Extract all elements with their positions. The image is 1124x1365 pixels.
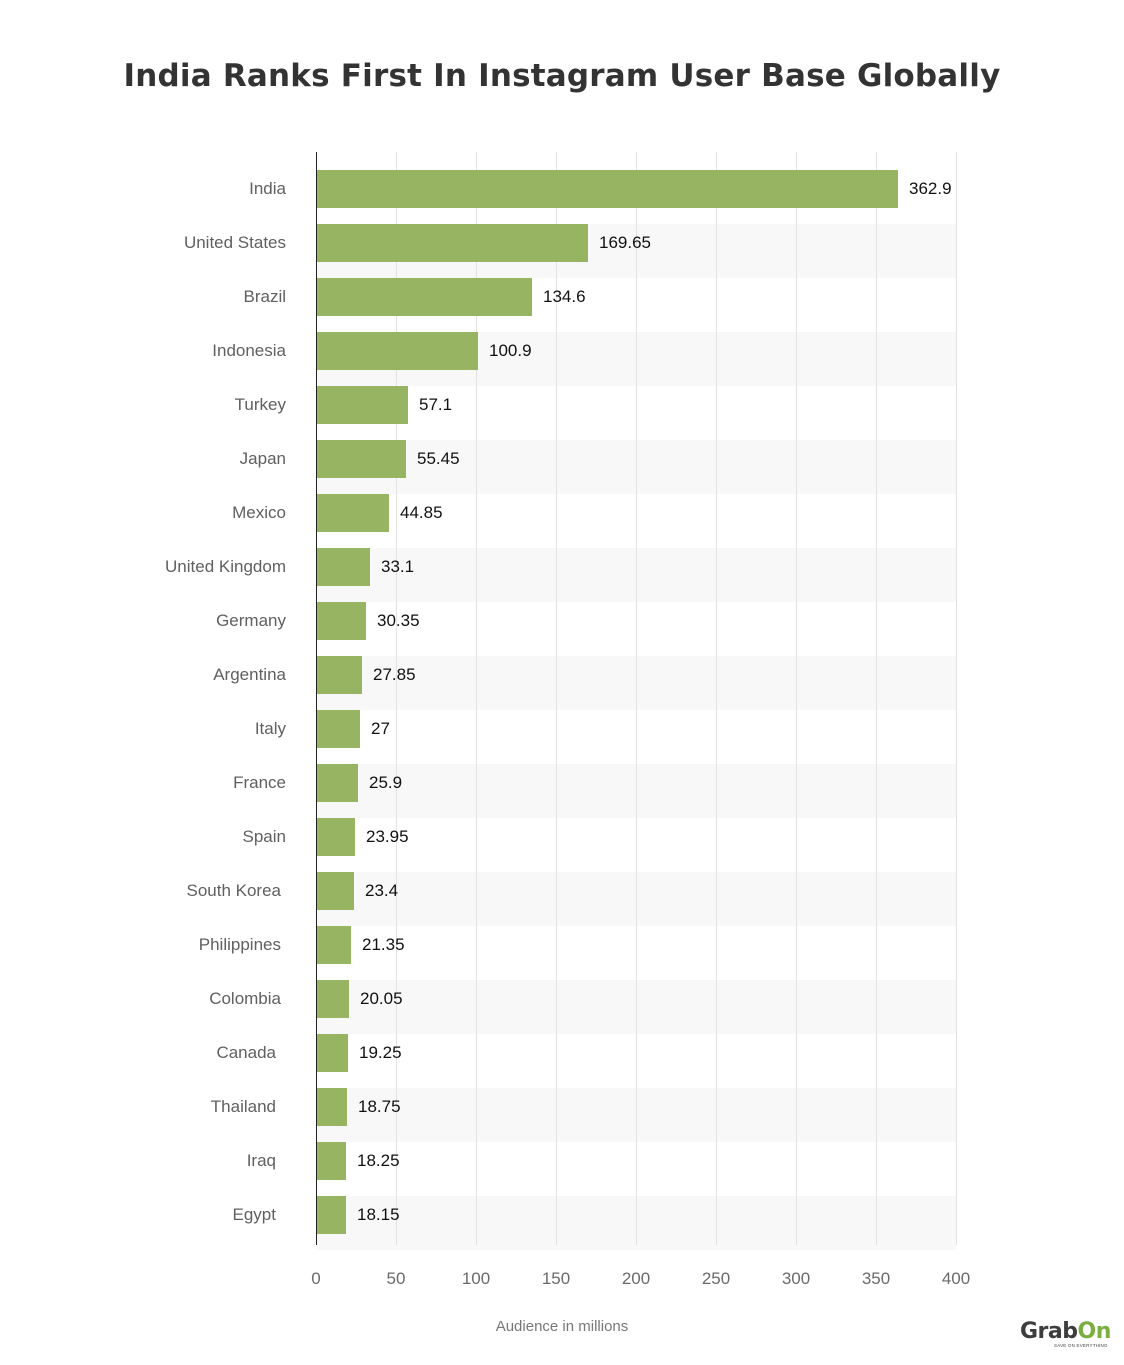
data-label: 100.9 — [489, 341, 532, 360]
gridline — [796, 152, 797, 1245]
logo-text-on: On — [1077, 1319, 1112, 1344]
data-label: 23.95 — [366, 827, 409, 846]
x-tick-label: 250 — [701, 1269, 731, 1288]
category-label: Indonesia — [212, 341, 286, 360]
category-label: United Kingdom — [165, 557, 286, 576]
gridline — [876, 152, 877, 1245]
category-label: Argentina — [213, 665, 286, 684]
bar[interactable] — [317, 440, 406, 478]
bar[interactable] — [317, 980, 349, 1018]
category-label: India — [249, 179, 286, 198]
data-label: 33.1 — [381, 557, 415, 576]
category-label: Spain — [242, 827, 286, 846]
bar[interactable] — [317, 548, 370, 586]
data-label: 19.25 — [359, 1043, 402, 1062]
data-label: 44.85 — [400, 503, 443, 522]
data-label: 30.35 — [377, 611, 420, 630]
x-tick-label: 400 — [941, 1269, 971, 1288]
gridline — [716, 152, 717, 1245]
bar[interactable] — [317, 1142, 346, 1180]
bar[interactable] — [317, 602, 366, 640]
x-tick-label: 150 — [541, 1269, 571, 1288]
data-label: 18.15 — [357, 1205, 400, 1224]
gridline — [636, 152, 637, 1245]
x-tick-label: 350 — [861, 1269, 891, 1288]
category-label: Colombia — [209, 989, 281, 1008]
data-label: 18.25 — [357, 1151, 400, 1170]
category-label: Japan — [239, 449, 286, 468]
bar[interactable] — [317, 278, 532, 316]
data-label: 21.35 — [362, 935, 405, 954]
category-label: Turkey — [234, 395, 286, 414]
category-label: Brazil — [243, 287, 286, 306]
bar[interactable] — [317, 386, 408, 424]
bar[interactable] — [317, 1196, 346, 1234]
plot-area: 362.9 169.65 134.6 100.9 57.1 55.45 44.85 33.1 3… — [316, 152, 957, 1250]
bar[interactable] — [317, 332, 478, 370]
x-tick-label: 300 — [781, 1269, 811, 1288]
data-label: 134.6 — [543, 287, 586, 306]
data-label: 27 — [371, 719, 390, 738]
data-label: 18.75 — [358, 1097, 401, 1116]
category-label: France — [233, 773, 286, 792]
data-label: 169.65 — [599, 233, 651, 252]
x-axis-label: Audience in millions — [495, 1318, 629, 1335]
gridline — [476, 152, 477, 1245]
x-tick-label: 50 — [386, 1269, 406, 1288]
category-label: South Korea — [186, 881, 281, 900]
data-label: 55.45 — [417, 449, 460, 468]
category-label: Iraq — [246, 1151, 276, 1170]
chart-title: India Ranks First In Instagram User Base… — [123, 58, 1001, 94]
category-label: Philippines — [198, 935, 281, 954]
data-label: 23.4 — [365, 881, 399, 900]
x-tick-label: 0 — [311, 1269, 321, 1288]
gridline — [396, 152, 397, 1245]
data-label: 27.85 — [373, 665, 416, 684]
category-label: Canada — [216, 1043, 276, 1062]
gridline — [956, 152, 957, 1245]
x-tick-label: 100 — [461, 1269, 491, 1288]
data-label: 25.9 — [369, 773, 403, 792]
bar[interactable] — [317, 872, 354, 910]
bar[interactable] — [317, 710, 360, 748]
bar[interactable] — [317, 224, 588, 262]
bar[interactable] — [317, 1088, 347, 1126]
data-label: 20.05 — [360, 989, 403, 1008]
data-label: 57.1 — [419, 395, 453, 414]
category-label: Italy — [254, 719, 286, 738]
category-label: Mexico — [232, 503, 286, 522]
bar[interactable] — [317, 494, 389, 532]
logo-text-grab: Grab — [1020, 1319, 1078, 1344]
category-label: Egypt — [232, 1205, 276, 1224]
bar[interactable] — [317, 818, 355, 856]
y-axis-line — [316, 152, 317, 1245]
category-label: Germany — [216, 611, 286, 630]
gridline — [556, 152, 557, 1245]
category-label: Thailand — [210, 1097, 276, 1116]
bar[interactable] — [317, 1034, 348, 1072]
logo-tagline: SAVE ON EVERYTHING — [1054, 1343, 1108, 1348]
bar[interactable] — [317, 170, 898, 208]
bar[interactable] — [317, 656, 362, 694]
bar[interactable] — [317, 764, 358, 802]
x-tick-label: 200 — [621, 1269, 651, 1288]
category-label: United States — [183, 233, 286, 252]
bar[interactable] — [317, 926, 351, 964]
grabon-logo: GrabOn SAVE ON EVERYTHING — [1020, 1319, 1112, 1349]
data-label: 362.9 — [909, 179, 952, 198]
